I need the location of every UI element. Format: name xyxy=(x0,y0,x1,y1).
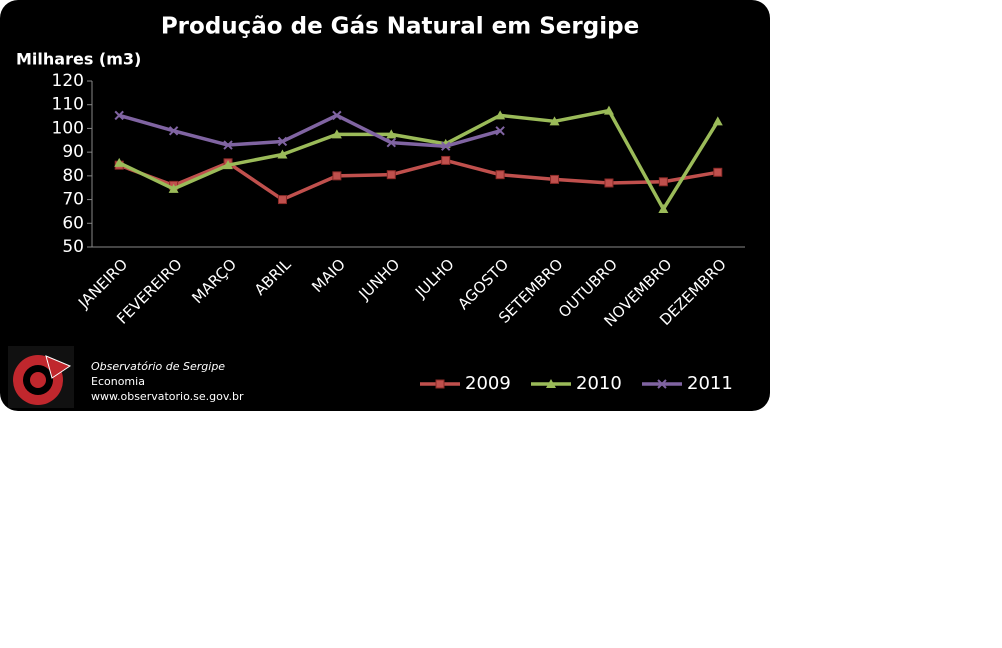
marker xyxy=(386,129,397,139)
y-tick-label: 70 xyxy=(62,190,84,210)
footer-name: Observatório de Sergipe xyxy=(91,360,225,373)
y-tick-label: 80 xyxy=(62,166,84,186)
y-axis-label: Milhares (m3) xyxy=(16,50,141,69)
marker xyxy=(549,116,560,126)
marker xyxy=(658,204,669,214)
marker xyxy=(713,167,723,177)
marker xyxy=(441,155,451,165)
footer-section: Economia xyxy=(91,375,145,388)
marker xyxy=(603,105,614,115)
chart-title: Produção de Gás Natural em Sergipe xyxy=(161,14,639,40)
marker xyxy=(168,183,179,193)
legend-label: 2009 xyxy=(465,373,511,394)
marker xyxy=(277,136,288,147)
marker xyxy=(550,174,560,184)
marker xyxy=(114,110,124,121)
marker xyxy=(546,379,556,388)
legend-label: 2011 xyxy=(687,373,733,394)
marker xyxy=(441,141,451,151)
marker xyxy=(495,170,505,180)
series-line xyxy=(118,158,719,202)
logo-ring xyxy=(30,372,46,388)
marker xyxy=(168,126,179,136)
marker xyxy=(658,177,668,187)
marker xyxy=(332,171,342,181)
y-tick-label: 50 xyxy=(62,237,84,257)
legend-label: 2010 xyxy=(576,373,622,394)
marker xyxy=(223,140,233,150)
series-line xyxy=(118,108,720,211)
logo-arrow xyxy=(45,355,72,379)
marker xyxy=(495,126,505,136)
marker xyxy=(114,157,125,167)
footer-url: www.observatorio.se.gov.br xyxy=(91,390,244,403)
marker xyxy=(495,110,506,120)
series xyxy=(114,110,505,151)
marker xyxy=(712,116,723,126)
series-line xyxy=(118,113,501,148)
y-tick-label: 60 xyxy=(62,213,84,233)
marker xyxy=(223,160,234,170)
y-tick-label: 100 xyxy=(52,118,84,138)
marker xyxy=(332,110,342,121)
marker xyxy=(386,170,396,180)
y-tick-label: 110 xyxy=(52,95,84,115)
marker xyxy=(277,195,287,205)
logo xyxy=(8,346,74,408)
marker xyxy=(657,379,667,389)
y-tick-label: 90 xyxy=(62,142,84,162)
marker xyxy=(435,379,445,389)
series xyxy=(114,105,723,214)
marker xyxy=(604,178,614,188)
y-tick-label: 120 xyxy=(52,71,84,91)
marker xyxy=(331,129,342,139)
marker xyxy=(277,149,288,159)
marker xyxy=(386,137,396,148)
chart-background xyxy=(0,0,770,411)
